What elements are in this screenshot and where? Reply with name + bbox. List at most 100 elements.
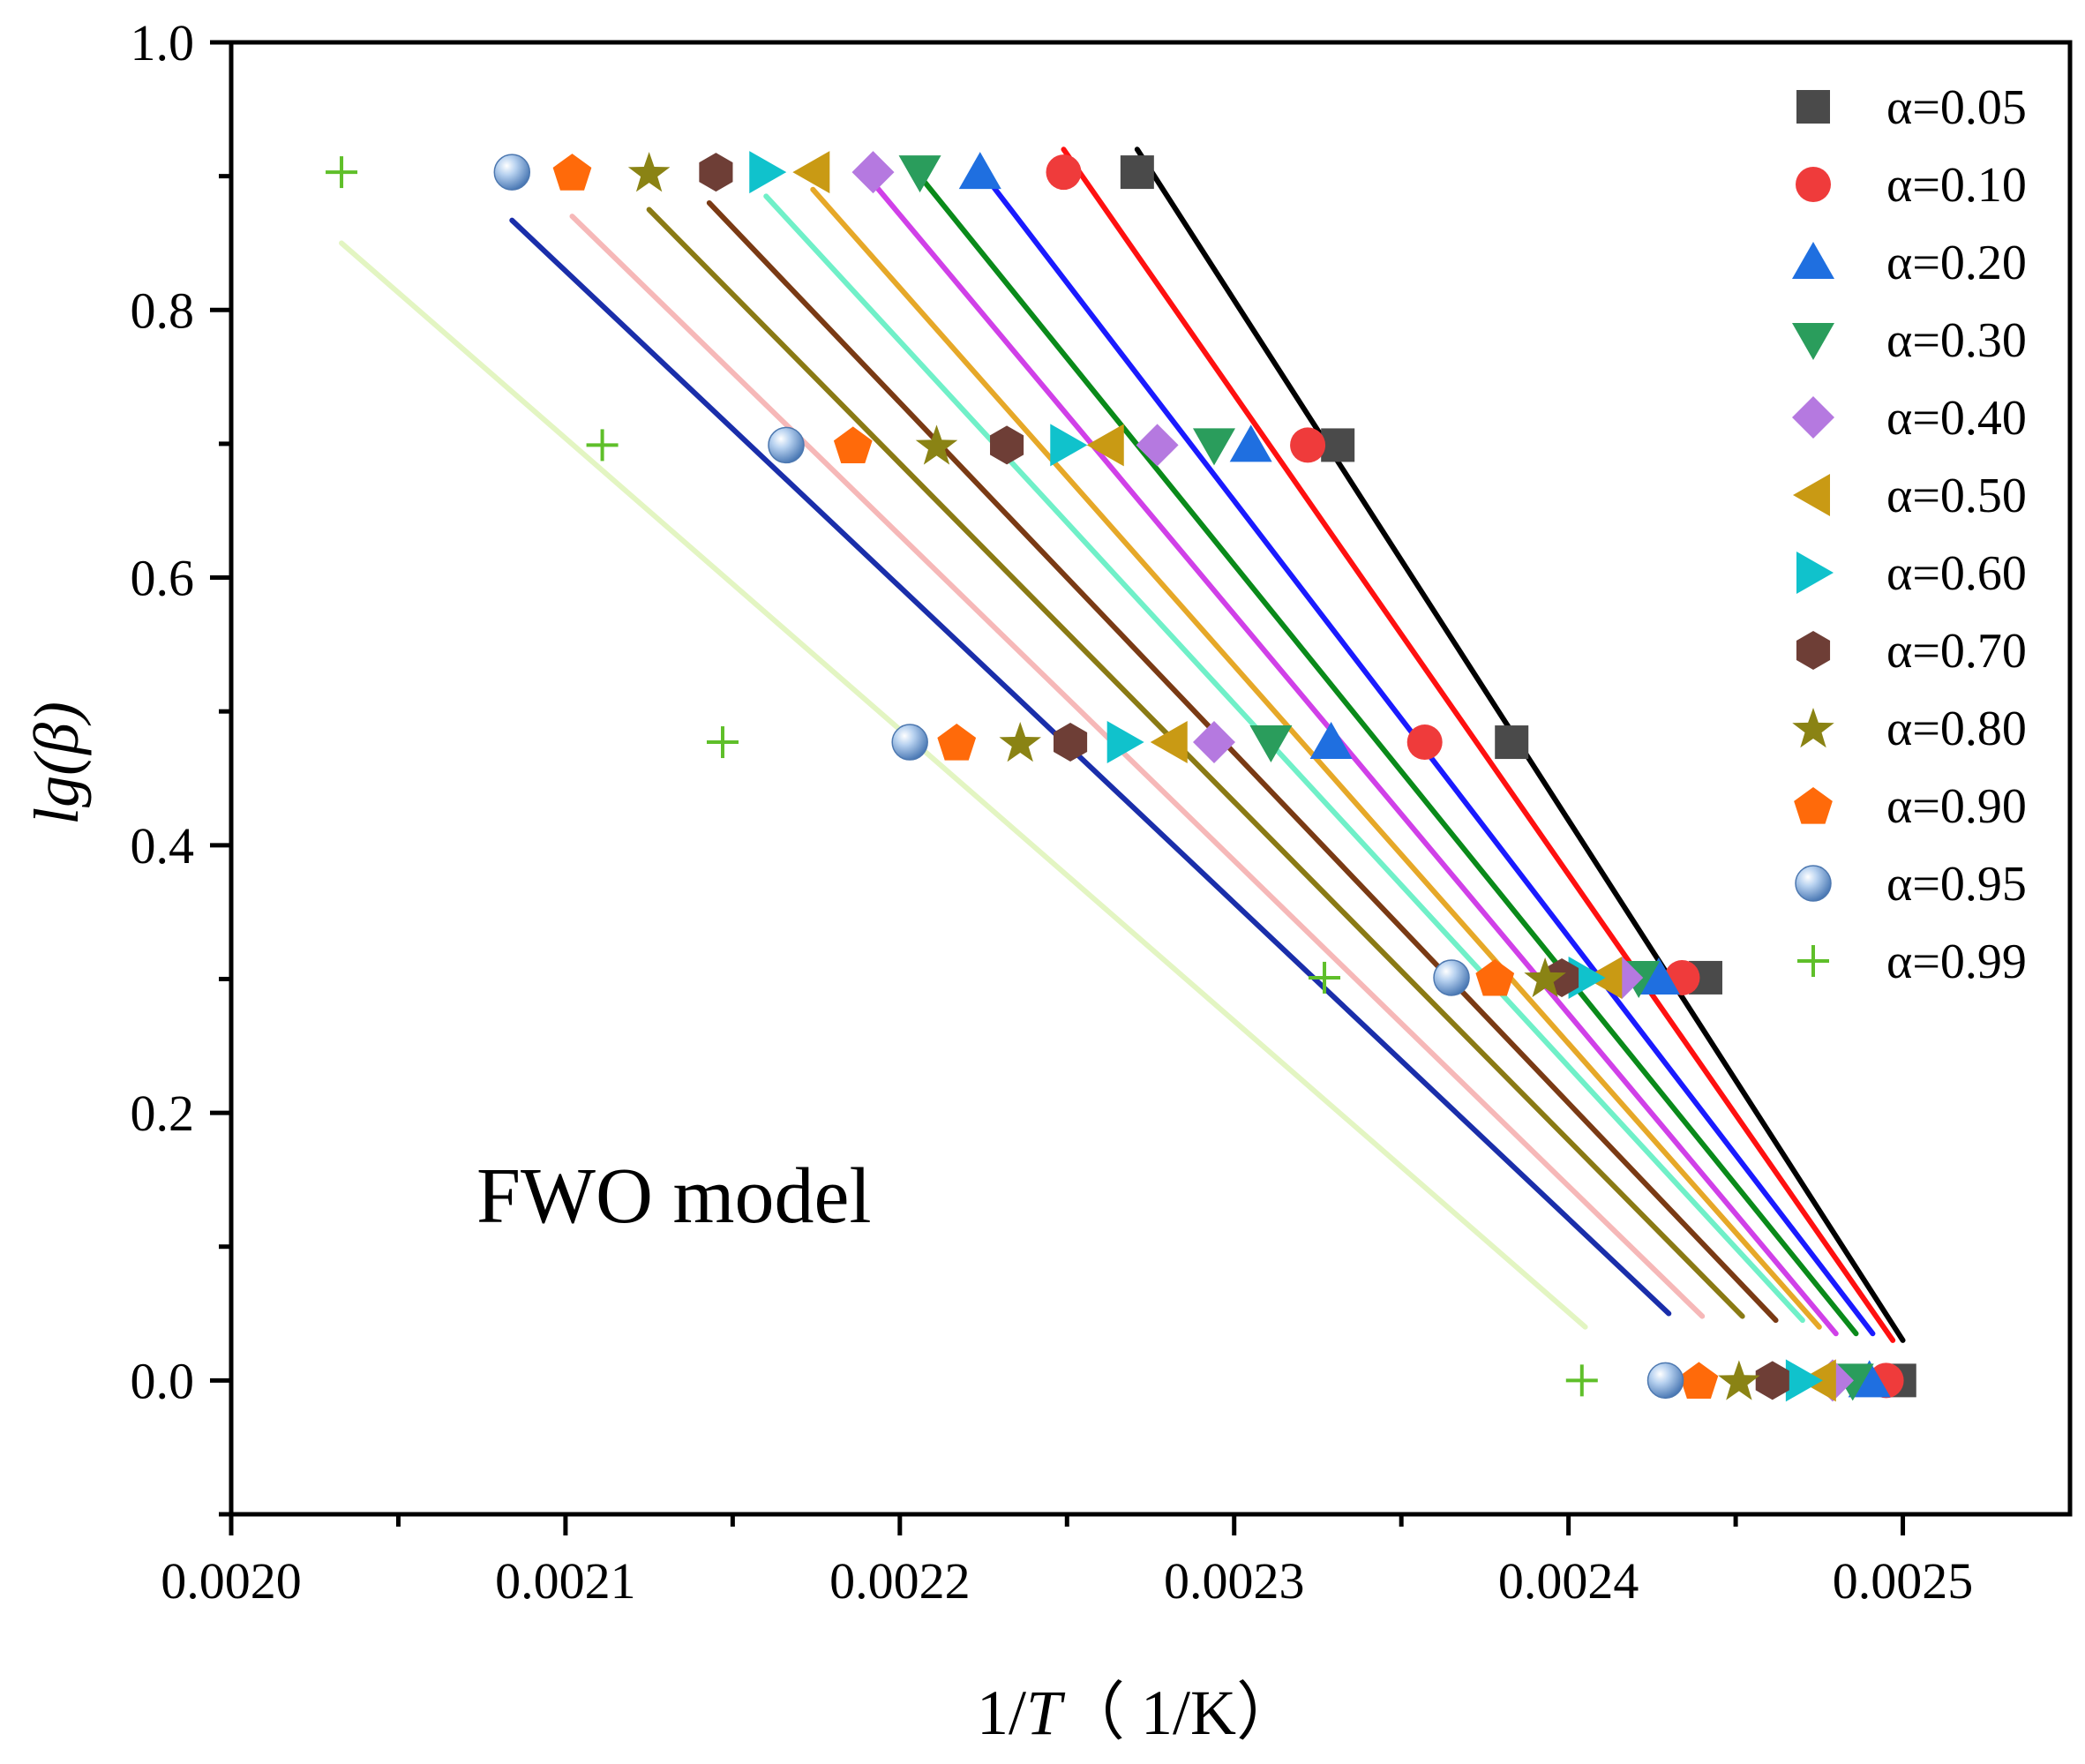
data-point-9 bbox=[833, 426, 873, 464]
y-tick-label: 1.0 bbox=[131, 14, 195, 71]
fwo-model-annotation: FWO model bbox=[476, 1152, 871, 1240]
fit-line-10 bbox=[509, 217, 1672, 1317]
legend-label-9: α=0.90 bbox=[1886, 779, 2027, 834]
legend-marker-5 bbox=[1793, 474, 1830, 516]
legend-label-5: α=0.50 bbox=[1886, 469, 2027, 523]
data-point-7 bbox=[699, 153, 733, 192]
data-point-10 bbox=[1433, 959, 1470, 996]
data-point-6 bbox=[1050, 424, 1088, 467]
legend-marker-9 bbox=[1794, 787, 1833, 824]
y-tick-label: 0.6 bbox=[131, 550, 195, 607]
data-point-1 bbox=[1406, 724, 1443, 761]
legend-label-6: α=0.60 bbox=[1886, 546, 2027, 601]
data-point-6 bbox=[1785, 1359, 1823, 1402]
plot-frame bbox=[229, 40, 2073, 1517]
legend-label-3: α=0.30 bbox=[1886, 313, 2027, 368]
data-point-11 bbox=[706, 726, 739, 759]
data-point-7 bbox=[1054, 723, 1088, 762]
data-point-8 bbox=[627, 152, 671, 192]
x-axis-title-var: T bbox=[1026, 1678, 1066, 1748]
x-tick-label: 0.0021 bbox=[495, 1552, 636, 1610]
legend-marker-8 bbox=[1792, 708, 1834, 748]
data-point-5 bbox=[1150, 721, 1188, 764]
data-point-3 bbox=[898, 155, 941, 193]
fit-line-7 bbox=[706, 199, 1779, 1324]
data-markers bbox=[326, 151, 1916, 1402]
fit-line-9 bbox=[569, 214, 1706, 1319]
legend-marker-0 bbox=[1796, 90, 1830, 124]
data-point-8 bbox=[1718, 1360, 1760, 1400]
x-tick-label: 0.0024 bbox=[1498, 1552, 1639, 1610]
data-point-1 bbox=[1290, 427, 1326, 463]
data-point-5 bbox=[1086, 424, 1124, 467]
data-point-11 bbox=[1309, 961, 1341, 994]
data-point-6 bbox=[1106, 721, 1144, 764]
data-point-0 bbox=[1495, 725, 1529, 760]
y-tick-label: 0.8 bbox=[131, 281, 195, 339]
legend: α=0.05 α=0.10 α=0.20 α=0.30 α=0.40 α=0.50 α=0.… bbox=[1792, 80, 2027, 989]
data-point-8 bbox=[915, 424, 958, 465]
y-axis-title: lg(β) bbox=[21, 702, 92, 825]
data-point-3 bbox=[1192, 428, 1235, 466]
data-point-2 bbox=[1229, 424, 1272, 462]
y-axis-title-var: (β) bbox=[21, 702, 92, 776]
fit-line-8 bbox=[646, 206, 1745, 1319]
y-tick-label: 0.4 bbox=[131, 817, 195, 874]
data-point-5 bbox=[792, 151, 830, 194]
legend-label-10: α=0.95 bbox=[1886, 857, 2027, 912]
fit-line-11 bbox=[339, 240, 1588, 1330]
data-point-0 bbox=[1321, 428, 1355, 462]
data-point-9 bbox=[937, 724, 977, 761]
x-tick-label: 0.0020 bbox=[161, 1552, 302, 1610]
y-tick-label: 0.2 bbox=[131, 1085, 195, 1142]
data-point-4 bbox=[851, 151, 895, 194]
data-point-6 bbox=[749, 151, 787, 194]
fit-line-6 bbox=[763, 193, 1805, 1324]
legend-label-0: α=0.05 bbox=[1886, 80, 2027, 135]
legend-marker-11 bbox=[1797, 945, 1829, 977]
data-point-2 bbox=[1637, 957, 1680, 995]
data-point-4 bbox=[1192, 721, 1235, 764]
data-point-7 bbox=[990, 425, 1024, 465]
data-point-11 bbox=[326, 156, 358, 189]
legend-marker-2 bbox=[1792, 242, 1834, 279]
fit-line-1 bbox=[1061, 146, 1896, 1343]
x-tick-label: 0.0022 bbox=[829, 1552, 971, 1610]
data-point-9 bbox=[1679, 1362, 1719, 1399]
axes: 0.0020 0.0021 0.0022 0.0023 0.0024 0.0025 0.0 0… bbox=[131, 14, 1974, 1610]
data-point-6 bbox=[1568, 956, 1606, 999]
data-point-9 bbox=[1475, 958, 1515, 996]
legend-marker-4 bbox=[1792, 396, 1834, 439]
x-tick-label: 0.0023 bbox=[1164, 1552, 1305, 1610]
data-point-10 bbox=[493, 154, 531, 191]
data-point-7 bbox=[1755, 1361, 1789, 1400]
data-point-8 bbox=[999, 722, 1042, 762]
data-point-2 bbox=[958, 152, 1001, 190]
data-point-8 bbox=[1524, 957, 1566, 998]
legend-label-4: α=0.40 bbox=[1886, 391, 2027, 446]
legend-marker-1 bbox=[1796, 167, 1831, 202]
y-axis-title-prefix: lg bbox=[21, 776, 92, 825]
data-point-1 bbox=[1046, 154, 1082, 191]
data-point-10 bbox=[1646, 1362, 1684, 1400]
data-point-3 bbox=[1249, 725, 1293, 763]
data-point-11 bbox=[586, 429, 619, 462]
x-axis-title: 1/T（ 1/K） bbox=[977, 1678, 1300, 1748]
y-tick-label: 0.0 bbox=[131, 1352, 195, 1409]
x-axis-title-main: 1/ bbox=[977, 1678, 1026, 1748]
x-axis-title-unit: （ 1/K） bbox=[1061, 1678, 1300, 1748]
legend-marker-6 bbox=[1796, 552, 1834, 594]
legend-marker-7 bbox=[1796, 631, 1831, 670]
fit-line-3 bbox=[917, 173, 1859, 1337]
data-point-10 bbox=[891, 724, 928, 761]
legend-label-2: α=0.20 bbox=[1886, 236, 2027, 290]
legend-marker-10 bbox=[1795, 865, 1832, 902]
x-tick-label: 0.0025 bbox=[1833, 1552, 1974, 1610]
data-point-9 bbox=[552, 154, 592, 191]
data-point-2 bbox=[1309, 722, 1353, 760]
legend-label-7: α=0.70 bbox=[1886, 624, 2027, 679]
fit-line-4 bbox=[870, 180, 1839, 1337]
data-point-11 bbox=[1565, 1364, 1598, 1397]
data-point-10 bbox=[768, 426, 805, 464]
